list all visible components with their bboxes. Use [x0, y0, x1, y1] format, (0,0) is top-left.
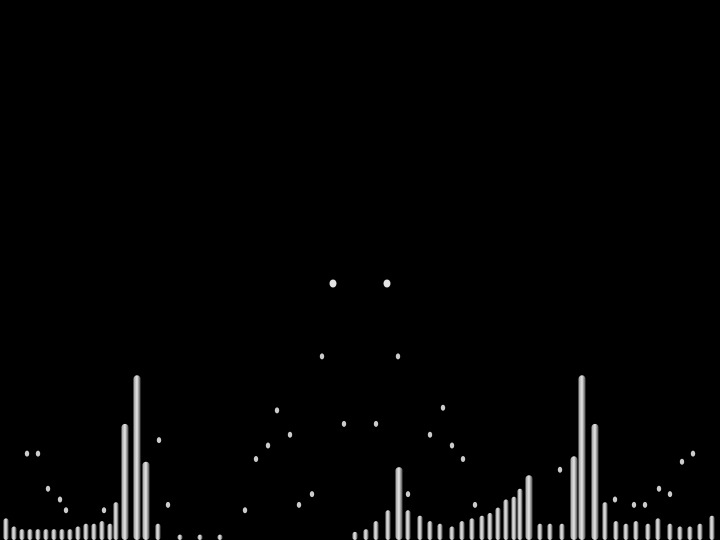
peak-marker — [631, 501, 637, 508]
spectrum-bar — [602, 502, 608, 540]
spectrum-bar — [559, 523, 565, 540]
peak-marker — [642, 501, 648, 508]
spectrum-bar — [75, 526, 81, 540]
peak-marker — [309, 491, 315, 498]
spectrum-bar — [59, 529, 65, 540]
peak-marker — [612, 496, 618, 503]
spectrum-bar — [197, 534, 203, 540]
spectrum-bar — [91, 523, 97, 540]
spectrum-bar — [517, 488, 523, 540]
spectrum-bar — [142, 461, 150, 540]
spectrum-bar — [547, 523, 553, 540]
peak-marker — [449, 442, 455, 449]
spectrum-bar — [363, 529, 369, 540]
peak-marker — [667, 491, 673, 498]
spectrum-bar — [35, 529, 41, 540]
spectrum-bar — [217, 534, 223, 540]
spectrum-bar — [107, 523, 113, 540]
peak-marker — [265, 442, 271, 449]
peak-marker — [557, 466, 563, 473]
spectrum-bar — [352, 531, 358, 540]
spectrum-bar — [417, 515, 423, 540]
peak-marker — [319, 353, 325, 360]
peak-marker — [383, 279, 391, 288]
spectrum-bar — [591, 423, 599, 540]
spectrum-bar — [99, 521, 105, 540]
peak-marker — [427, 431, 433, 438]
spectrum-bar — [578, 375, 586, 540]
spectrum-bar — [667, 523, 673, 540]
spectrum-bar — [43, 529, 49, 540]
spectrum-bar — [525, 475, 533, 540]
spectrum-bar — [427, 521, 433, 540]
peak-marker — [329, 279, 337, 288]
spectrum-bar — [613, 521, 619, 540]
spectrum-bar — [177, 534, 183, 540]
spectrum-bar — [27, 529, 33, 540]
spectrum-bar — [633, 521, 639, 540]
peak-marker — [165, 501, 171, 508]
spectrum-bar — [655, 518, 661, 540]
spectrum-bar — [459, 521, 465, 540]
spectrum-bar — [495, 507, 501, 540]
spectrum-bar — [373, 521, 379, 540]
peak-marker — [656, 485, 662, 492]
peak-marker — [373, 420, 379, 427]
peak-marker — [296, 501, 302, 508]
spectrum-bar — [385, 510, 391, 540]
peak-marker — [395, 353, 401, 360]
peak-marker — [287, 431, 293, 438]
spectrum-bar — [3, 518, 9, 540]
peak-marker — [57, 496, 63, 503]
peak-marker — [690, 450, 696, 457]
peak-marker — [460, 456, 466, 462]
peak-markers — [24, 279, 696, 514]
spectrum-bar — [469, 518, 475, 540]
spectrum-bar — [155, 523, 161, 540]
peak-marker — [242, 507, 248, 514]
spectrum-bar — [503, 499, 509, 540]
spectrum-bar — [133, 375, 141, 540]
peak-marker — [405, 491, 411, 498]
spectrum-bar — [405, 510, 411, 540]
spectrum-bar — [645, 523, 651, 540]
spectrum-bar — [709, 515, 715, 540]
spectrum-bar — [487, 513, 493, 540]
spectrum-bar — [11, 526, 17, 540]
spectrum-bar — [395, 467, 403, 540]
peak-marker — [156, 437, 162, 444]
spectrum-bar — [677, 526, 683, 540]
peak-marker — [253, 456, 259, 462]
peak-marker — [472, 501, 478, 508]
spectrum-bar — [67, 529, 73, 540]
spectrum-bar — [479, 515, 485, 540]
spectrum-bar — [697, 523, 703, 540]
spectrum-bar — [121, 423, 129, 540]
peak-marker — [35, 450, 41, 457]
spectrum-bar — [51, 529, 57, 540]
peak-marker — [101, 507, 107, 514]
spectrum-bar — [449, 526, 455, 540]
peak-marker — [440, 404, 446, 411]
peak-marker — [341, 420, 347, 427]
peak-marker — [274, 407, 280, 414]
peak-marker — [45, 485, 51, 492]
spectrum-bar — [437, 523, 443, 540]
peak-marker — [679, 458, 685, 465]
spectrum-bar — [623, 523, 629, 540]
spectrum-bar — [537, 523, 543, 540]
spectrum-bar — [687, 526, 693, 540]
spectrum-bar — [511, 496, 517, 540]
spectrum-bar — [113, 502, 119, 540]
spectrum-bar — [19, 529, 25, 540]
peak-marker — [24, 450, 30, 457]
spectrum-bar — [570, 456, 578, 540]
spectrum-bar — [83, 523, 89, 540]
peak-marker — [63, 507, 69, 514]
spectrum-bars — [3, 375, 715, 540]
